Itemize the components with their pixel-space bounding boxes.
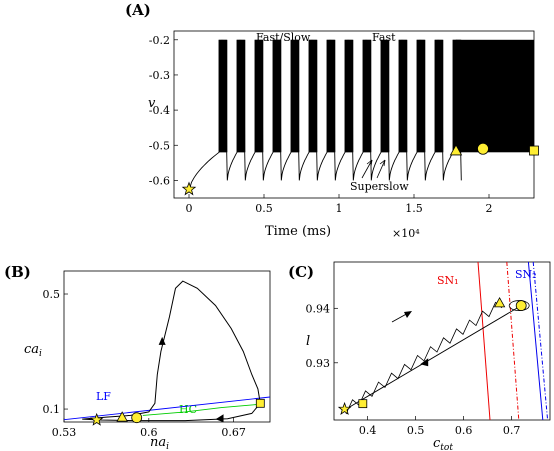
panel-a-xlabel: Time (ms) xyxy=(265,224,331,239)
panel-c-ylabel: l xyxy=(306,334,310,349)
burst-block xyxy=(327,39,336,153)
burst-block xyxy=(237,39,246,153)
panel-b-circle-marker xyxy=(131,412,143,424)
panel-c-triangle-marker xyxy=(493,297,506,308)
burst-block xyxy=(381,39,390,153)
burst-block xyxy=(399,39,408,153)
panel-b: cai nai LF HC 0.53 0.6 0.670.10.5 xyxy=(24,270,271,451)
panel-a-square-marker xyxy=(529,145,539,156)
superslow-arrow xyxy=(376,159,386,179)
burst-block xyxy=(363,39,372,153)
burst-block xyxy=(435,39,444,153)
panel-b-xtick-label: 0.53 xyxy=(52,426,77,439)
panel-c-label: (C) xyxy=(288,263,314,281)
panel-c: l ctot SN₁ SN₂ 0.4 0.5 0.6 0.7 0.93 0.94 xyxy=(306,261,551,451)
trajectory-arrowhead xyxy=(215,414,224,423)
panel-b-xtick-label: 0.6 xyxy=(140,426,158,439)
regime-label-fast-slow: Fast/Slow xyxy=(256,31,311,44)
lf-label: LF xyxy=(96,390,111,403)
panel-a-ylabel: v xyxy=(148,96,156,111)
panel-b-triangle-marker xyxy=(116,411,128,422)
regime-label-fast: Fast xyxy=(372,31,396,44)
phase-trajectory xyxy=(82,280,261,422)
panel-c-xtick-label: 0.4 xyxy=(359,424,377,437)
panel-c-circle-marker xyxy=(515,300,527,311)
direction-arrowhead xyxy=(404,311,412,318)
panel-a-ytick-label: -0.6 xyxy=(149,174,170,187)
superslow-arrowhead xyxy=(379,159,386,167)
panel-c-frame xyxy=(333,261,551,421)
zigzag-trajectory xyxy=(345,301,503,415)
superslow-annotation: Superslow xyxy=(350,180,409,193)
fast-regime-block xyxy=(456,39,534,153)
panel-b-frame xyxy=(63,270,271,423)
panel-b-ytick-label: 0.5 xyxy=(43,288,61,301)
burst-block xyxy=(309,39,318,153)
panel-b-label: (B) xyxy=(4,263,31,281)
panel-a-label: (A) xyxy=(125,1,151,19)
return-trajectory xyxy=(345,305,522,410)
hc-curve xyxy=(142,403,264,416)
sn2-dashdot-curve xyxy=(532,261,549,421)
sn2-curve xyxy=(527,261,544,421)
burst-block xyxy=(417,39,426,153)
return-arrowhead xyxy=(420,358,429,367)
panel-c-xtick-label: 0.6 xyxy=(455,424,473,437)
superslow-arrowhead xyxy=(366,159,373,167)
burst-block xyxy=(291,39,300,153)
panel-b-xlabel: nai xyxy=(150,435,169,451)
sn2-label: SN₂ xyxy=(515,268,537,281)
panel-b-ytick-label: 0.1 xyxy=(43,403,61,416)
sn1-dashdot-curve xyxy=(506,261,520,421)
panel-c-ytick-label: 0.93 xyxy=(306,357,331,370)
panel-a-ytick-label: -0.2 xyxy=(149,34,170,47)
panel-c-ytick-label: 0.94 xyxy=(306,302,331,315)
panel-a-x-multiplier: ×10⁴ xyxy=(392,227,420,240)
panel-c-xlabel: ctot xyxy=(433,436,453,451)
panel-a-ytick-label: -0.5 xyxy=(149,139,170,152)
panel-b-xtick-label: 0.67 xyxy=(221,426,246,439)
superslow-arrow xyxy=(361,159,373,179)
panel-a-xtick-label: 2 xyxy=(486,202,493,215)
panel-b-star-marker xyxy=(89,412,104,426)
sn1-curve xyxy=(477,261,491,421)
panel-a-triangle-marker xyxy=(449,144,463,156)
panel-c-square-marker xyxy=(358,399,368,409)
panel-c-xtick-label: 0.7 xyxy=(503,424,521,437)
panel-a-xtick-label: 1 xyxy=(336,202,343,215)
panel-a-xtick-label: 0.5 xyxy=(255,202,273,215)
sn1-label: SN₁ xyxy=(437,274,459,287)
panel-a-star-marker xyxy=(181,181,197,196)
panel-c-star-marker xyxy=(337,401,352,415)
panel-a-ytick-label: -0.4 xyxy=(149,104,170,117)
trajectory-arrowhead xyxy=(158,336,166,345)
panel-b-ylabel: cai xyxy=(24,342,42,359)
panel-c-xtick-label: 0.5 xyxy=(407,424,425,437)
burst-block xyxy=(219,39,228,153)
panel-a-xtick-label: 0 xyxy=(186,202,193,215)
panel-a-xtick-label: 1.5 xyxy=(405,202,423,215)
burst-block xyxy=(255,39,264,153)
lf-curve xyxy=(63,396,271,421)
panel-a-ytick-label: -0.3 xyxy=(149,69,170,82)
panel-a: v Time (ms) ×10⁴ Fast/Slow Fast Superslo… xyxy=(148,30,539,240)
burst-block xyxy=(273,39,282,153)
burst-block xyxy=(345,39,354,153)
panel-a-circle-marker xyxy=(477,142,489,155)
panel-b-square-marker xyxy=(255,398,265,408)
